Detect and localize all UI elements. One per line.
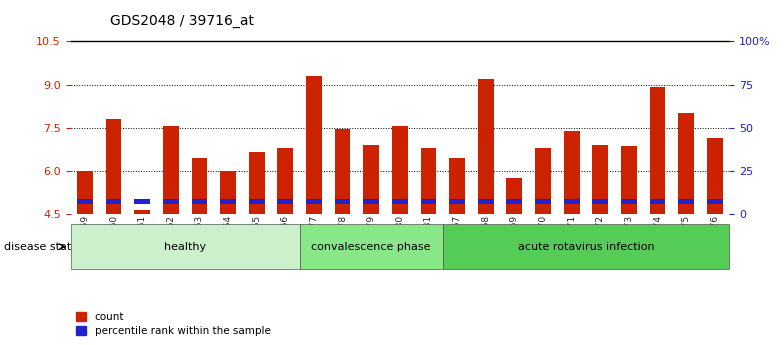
Text: acute rotavirus infection: acute rotavirus infection [517,242,655,252]
Bar [191,158,207,214]
Bar [564,199,579,204]
Bar [335,129,350,214]
Bar [621,146,637,214]
Bar [278,148,293,214]
Bar [220,199,236,204]
Bar [621,199,637,204]
Bar [650,87,666,214]
Bar [593,199,608,204]
Bar [678,199,694,204]
Bar [650,199,666,204]
Text: disease state: disease state [4,242,78,252]
Bar [420,148,437,214]
Bar [535,199,551,204]
Bar [134,199,150,204]
Bar [392,199,408,204]
Bar [306,199,321,204]
Legend: count, percentile rank within the sample: count, percentile rank within the sample [76,312,270,336]
Bar [77,171,93,214]
Bar [420,199,437,204]
Bar [335,199,350,204]
Bar [535,148,551,214]
Bar [707,138,723,214]
Text: GDS2048 / 39716_at: GDS2048 / 39716_at [110,13,254,28]
Bar [392,126,408,214]
Bar [363,145,379,214]
Bar [363,199,379,204]
Bar [163,126,179,214]
Bar [478,79,494,214]
Bar [506,178,522,214]
Bar [478,199,494,204]
Bar [106,199,122,204]
Bar [220,171,236,214]
Bar [564,130,579,214]
Bar [449,199,465,204]
Bar [106,119,122,214]
Bar [306,76,321,214]
Text: convalescence phase: convalescence phase [311,242,431,252]
Bar [134,209,150,214]
Text: healthy: healthy [164,242,206,252]
Bar [506,199,522,204]
Bar [593,145,608,214]
Bar [278,199,293,204]
Bar [678,113,694,214]
Bar [449,158,465,214]
Bar [249,199,264,204]
Bar [77,199,93,204]
Bar [707,199,723,204]
Bar [249,152,264,214]
Bar [191,199,207,204]
Bar [163,199,179,204]
